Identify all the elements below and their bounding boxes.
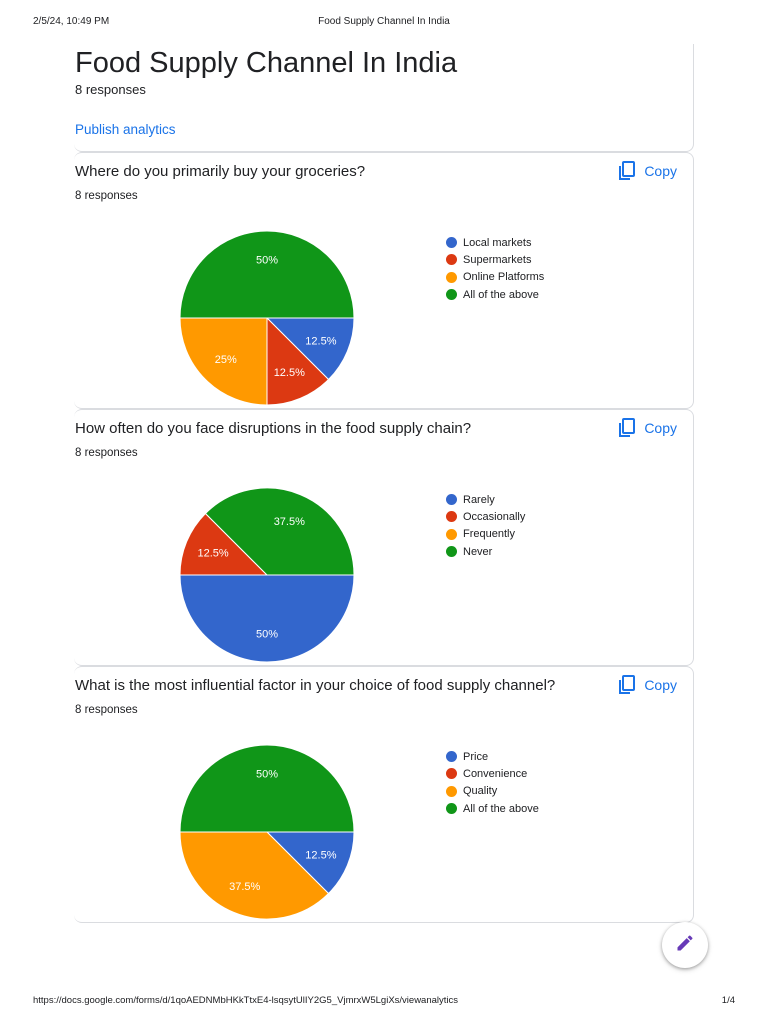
legend-item: Rarely: [446, 491, 525, 508]
pie-slice-supermarkets: [266, 316, 330, 406]
legend-label: All of the above: [463, 802, 539, 815]
copy-chart-button[interactable]: Copy: [618, 159, 677, 183]
chart-legend: Price Convenience Quality All of the above: [446, 748, 539, 817]
legend-label: Local markets: [463, 236, 532, 249]
legend-swatch: [446, 271, 457, 283]
copy-icon: [618, 418, 636, 438]
pie-slice-online-platforms: [179, 317, 268, 406]
print-header: 2/5/24, 10:49 PM Food Supply Channel In …: [33, 16, 735, 30]
pie-slice-label: 50%: [256, 628, 278, 640]
pie-slice-local-markets: [265, 317, 355, 381]
question-response-count: 8 responses: [75, 190, 138, 202]
copy-icon: [618, 161, 636, 181]
chart-legend: Local markets Supermarkets Online Platform…: [446, 234, 544, 303]
pie-slice-label: 12.5%: [305, 849, 336, 861]
legend-item: Never: [446, 543, 525, 560]
pie-slice-label: 12.5%: [305, 335, 336, 347]
legend-label: Price: [463, 750, 489, 763]
pie-slice-all-of-the-above: [179, 744, 355, 833]
copy-label: Copy: [644, 420, 677, 436]
legend-item: All of the above: [446, 800, 539, 817]
legend-swatch: [446, 751, 457, 763]
pie-slice-label: 25%: [215, 354, 237, 366]
pie-chart: 12.5% 37.5% 50%: [179, 744, 355, 920]
legend-label: Rarely: [463, 493, 495, 506]
pie-slice-label: 37.5%: [229, 881, 260, 893]
question-card-factor: What is the most influential factor in y…: [74, 666, 694, 923]
print-url: https://docs.google.com/forms/d/1qoAEDNM…: [33, 995, 459, 1006]
question-title: Where do you primarily buy your grocerie…: [75, 163, 366, 180]
legend-item: Local markets: [446, 234, 544, 251]
legend-label: Occasionally: [463, 510, 526, 523]
legend-label: Quality: [463, 785, 498, 798]
question-response-count: 8 responses: [75, 704, 138, 716]
form-response-count: 8 responses: [75, 82, 146, 97]
pencil-icon: [675, 933, 695, 958]
legend-swatch: [446, 254, 457, 266]
pie-chart: 50% 12.5% 37.5%: [179, 487, 355, 663]
print-title: Food Supply Channel In India: [318, 16, 450, 27]
question-response-count: 8 responses: [75, 447, 138, 459]
pie-slice-label: 37.5%: [274, 516, 305, 528]
copy-chart-button[interactable]: Copy: [618, 416, 677, 440]
copy-label: Copy: [644, 677, 677, 693]
question-card-groceries: Where do you primarily buy your grocerie…: [74, 152, 694, 409]
print-footer: https://docs.google.com/forms/d/1qoAEDNM…: [33, 995, 735, 1009]
legend-label: Frequently: [463, 528, 515, 541]
legend-swatch: [446, 289, 457, 301]
pie-slice-label: 50%: [256, 255, 278, 267]
chart-legend: Rarely Occasionally Frequently Never: [446, 491, 525, 560]
legend-label: Never: [463, 545, 493, 558]
pie-slice-all-of-the-above: [179, 230, 355, 319]
legend-label: Online Platforms: [463, 271, 545, 284]
legend-item: Online Platforms: [446, 269, 544, 286]
pie-chart: 12.5% 12.5% 25% 50%: [179, 230, 355, 406]
legend-item: Supermarkets: [446, 251, 544, 268]
legend-item: Price: [446, 748, 539, 765]
legend-swatch: [446, 494, 457, 506]
legend-item: Frequently: [446, 526, 525, 543]
legend-item: All of the above: [446, 286, 544, 303]
pie-slice-quality: [179, 831, 330, 920]
legend-item: Occasionally: [446, 508, 525, 525]
question-card-disruptions: How often do you face disruptions in the…: [74, 409, 694, 666]
print-page-number: 1/4: [721, 995, 735, 1006]
pie-slice-occasionally: [179, 512, 269, 576]
form-header-card: Food Supply Channel In India 8 responses…: [74, 44, 694, 152]
edit-form-button[interactable]: [662, 922, 708, 968]
copy-icon: [618, 675, 636, 695]
legend-swatch: [446, 546, 457, 558]
pie-slice-label: 12.5%: [274, 367, 305, 379]
legend-label: Convenience: [463, 767, 528, 780]
pie-slice-rarely: [179, 574, 355, 663]
legend-item: Quality: [446, 783, 539, 800]
pie-slice-label: 12.5%: [197, 548, 228, 560]
legend-swatch: [446, 768, 457, 780]
legend-swatch: [446, 785, 457, 797]
legend-swatch: [446, 803, 457, 815]
copy-label: Copy: [644, 163, 677, 179]
legend-swatch: [446, 528, 457, 540]
legend-item: Convenience: [446, 765, 539, 782]
pie-slice-label: 50%: [256, 769, 278, 781]
legend-label: Supermarkets: [463, 253, 532, 266]
question-title: What is the most influential factor in y…: [75, 677, 556, 694]
publish-analytics-link[interactable]: Publish analytics: [75, 122, 176, 137]
form-title: Food Supply Channel In India: [75, 47, 458, 79]
pie-slice-price: [265, 831, 355, 895]
pie-slice-never: [204, 487, 355, 576]
question-title: How often do you face disruptions in the…: [75, 420, 472, 437]
copy-chart-button[interactable]: Copy: [618, 673, 677, 697]
legend-label: All of the above: [463, 288, 539, 301]
legend-swatch: [446, 237, 457, 249]
legend-swatch: [446, 511, 457, 523]
print-datetime: 2/5/24, 10:49 PM: [33, 16, 110, 27]
